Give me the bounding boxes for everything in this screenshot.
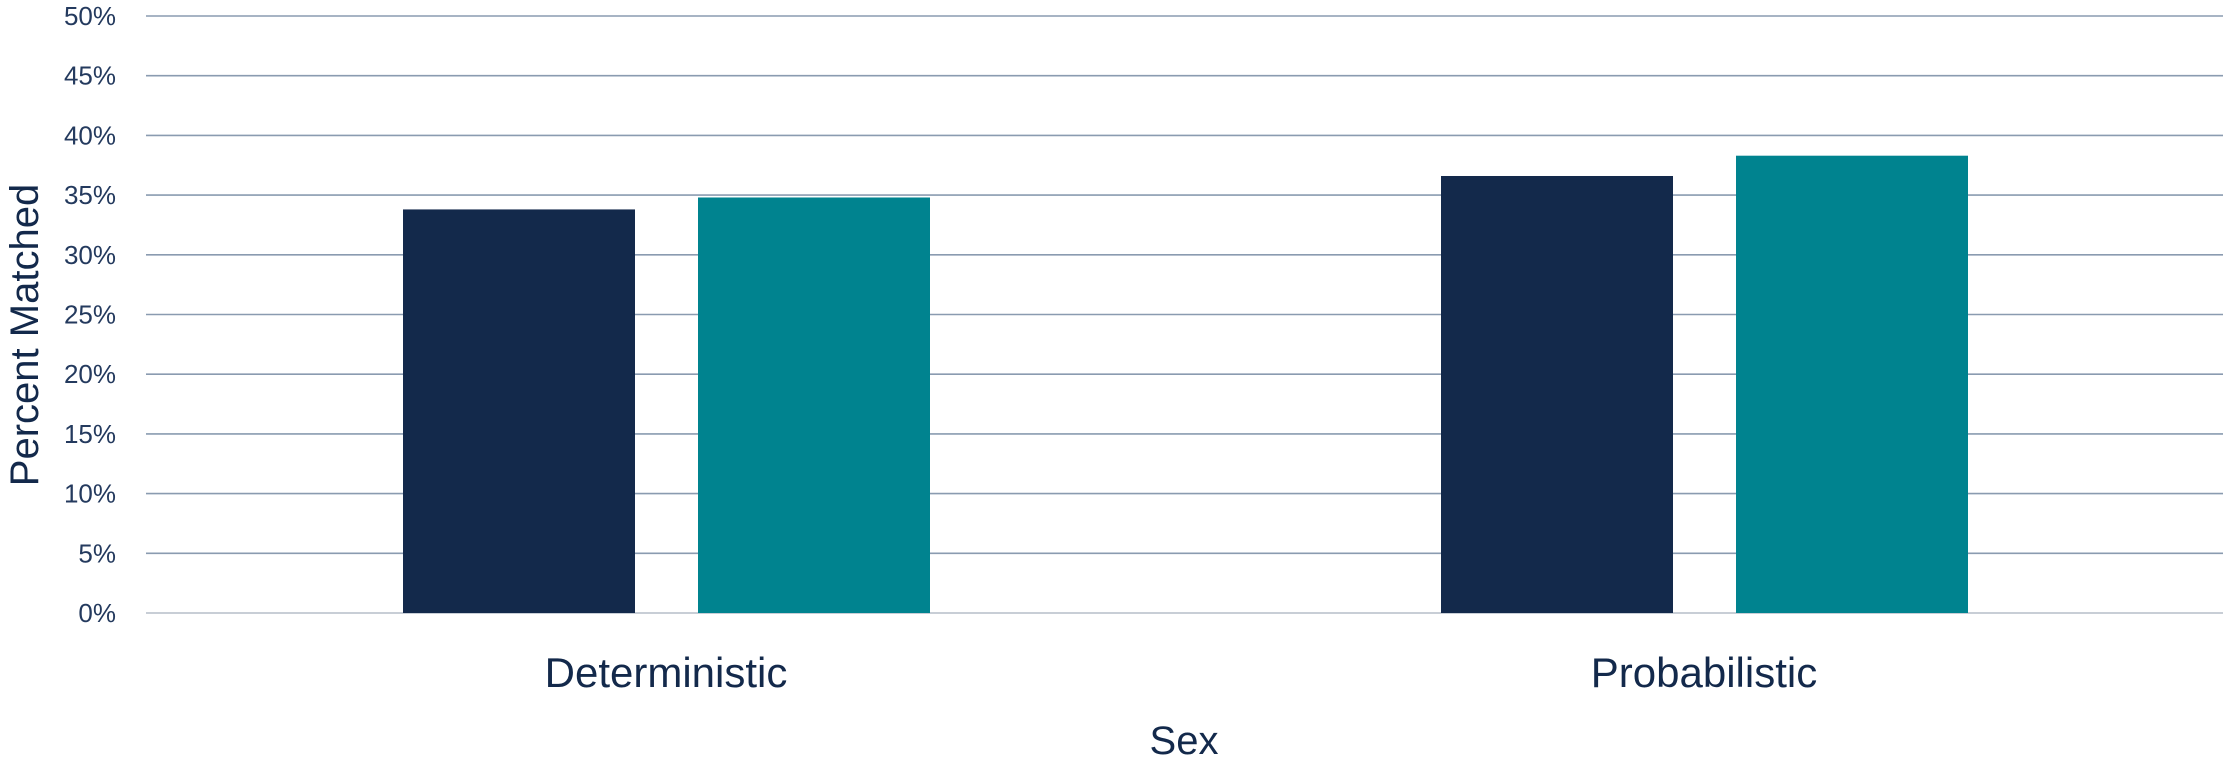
x-category-label: Probabilistic [1591, 649, 1817, 696]
bar-probabilistic-series-1 [1441, 175, 1673, 613]
y-tick-label: 10% [64, 479, 116, 509]
y-tick-label: 25% [64, 300, 116, 330]
y-axis-title: Percent Matched [3, 184, 47, 486]
y-tick-label: 30% [64, 240, 116, 270]
bar-probabilistic-series-2 [1736, 155, 1968, 613]
y-tick-label: 35% [64, 180, 116, 210]
y-tick-label: 45% [64, 61, 116, 91]
y-tick-label: 20% [64, 359, 116, 389]
y-tick-label: 15% [64, 419, 116, 449]
y-tick-label: 40% [64, 120, 116, 150]
bar-deterministic-series-2 [698, 197, 930, 613]
y-tick-label: 0% [78, 598, 116, 628]
bars [403, 155, 1968, 614]
x-axis-categories: Deterministic Probabilistic [545, 649, 1818, 696]
x-axis-title: Sex [1150, 719, 1219, 762]
y-axis-ticks: 0% 5% 10% 15% 20% 25% 30% 35% 40% 45% 50% [64, 1, 116, 628]
bar-deterministic-series-1 [403, 209, 635, 614]
y-tick-label: 50% [64, 1, 116, 31]
y-tick-label: 5% [78, 538, 116, 568]
x-category-label: Deterministic [545, 649, 788, 696]
